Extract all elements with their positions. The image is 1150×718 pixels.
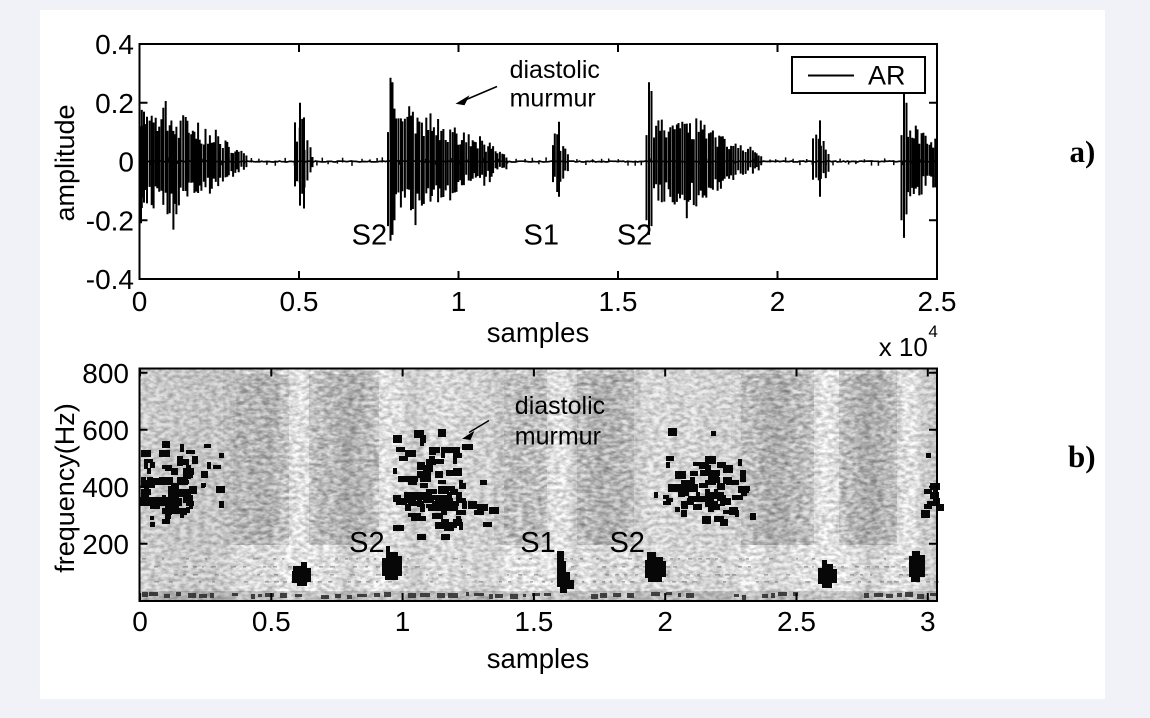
svg-text:0: 0	[118, 147, 134, 178]
svg-text:1.5: 1.5	[599, 286, 638, 317]
svg-text:1: 1	[395, 606, 411, 637]
svg-text:b): b)	[1068, 439, 1096, 474]
svg-text:2.5: 2.5	[918, 286, 957, 317]
svg-text:800: 800	[82, 358, 129, 389]
svg-text:diastolic: diastolic	[515, 392, 605, 420]
svg-text:S2: S2	[609, 527, 644, 559]
svg-text:-0.4: -0.4	[86, 264, 134, 295]
svg-text:amplitude: amplitude	[50, 104, 80, 221]
svg-text:diastolic: diastolic	[510, 56, 600, 84]
svg-text:S2: S2	[617, 220, 652, 252]
svg-text:0.2: 0.2	[95, 88, 134, 119]
svg-text:S1: S1	[524, 220, 559, 252]
svg-text:3: 3	[920, 606, 936, 637]
svg-text:a): a)	[1070, 134, 1096, 169]
svg-text:samples: samples	[487, 317, 589, 348]
svg-text:0: 0	[132, 286, 148, 317]
svg-text:S1: S1	[520, 527, 555, 559]
svg-text:1: 1	[451, 286, 467, 317]
svg-text:AR: AR	[868, 61, 906, 91]
svg-text:-0.2: -0.2	[86, 205, 134, 236]
svg-text:200: 200	[82, 529, 129, 560]
svg-text:x 10: x 10	[879, 332, 928, 362]
svg-text:samples: samples	[487, 643, 589, 674]
svg-text:2: 2	[657, 606, 673, 637]
svg-text:S2: S2	[352, 220, 387, 252]
svg-text:S2: S2	[349, 527, 384, 559]
svg-text:2.5: 2.5	[777, 606, 816, 637]
svg-text:600: 600	[82, 415, 129, 446]
svg-text:0.4: 0.4	[95, 29, 134, 60]
svg-text:1.5: 1.5	[514, 606, 553, 637]
svg-text:0: 0	[132, 606, 148, 637]
svg-text:murmur: murmur	[510, 84, 596, 112]
svg-text:400: 400	[82, 472, 129, 503]
svg-text:0.5: 0.5	[280, 286, 319, 317]
svg-text:2: 2	[770, 286, 786, 317]
svg-text:frequency(Hz): frequency(Hz)	[50, 403, 80, 573]
svg-text:murmur: murmur	[515, 423, 601, 451]
svg-text:0.5: 0.5	[252, 606, 291, 637]
svg-text:4: 4	[928, 322, 937, 341]
